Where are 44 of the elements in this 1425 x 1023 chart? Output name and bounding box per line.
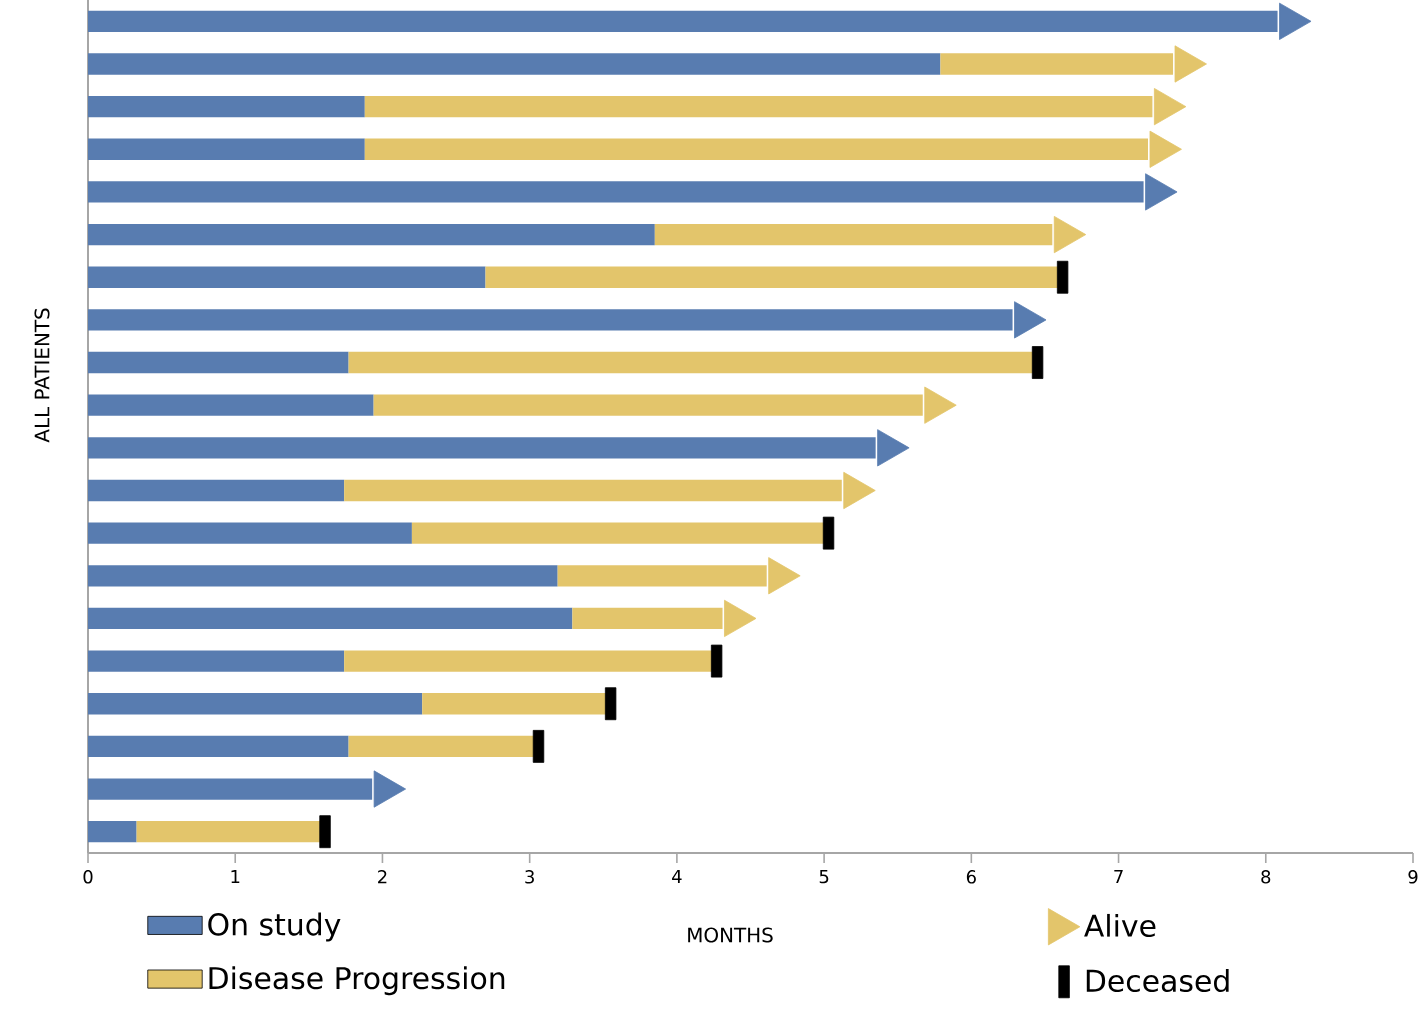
y-axis-title: ALL PATIENTS (34, 308, 50, 443)
bar (88, 138, 365, 160)
point (1053, 215, 1087, 254)
legend-label: Deceased (1086, 968, 1229, 993)
bar (88, 266, 486, 288)
bar (88, 735, 349, 758)
bar (88, 522, 412, 544)
x-tick-label: 4 (672, 870, 682, 884)
legend-label: On study (208, 912, 341, 942)
point (1149, 130, 1182, 168)
x-tick-label: 9 (1408, 870, 1418, 884)
point (724, 599, 757, 638)
point (877, 429, 910, 467)
bar (88, 693, 423, 715)
bar (88, 607, 573, 630)
bar (88, 394, 374, 416)
x-tick-label: 3 (525, 870, 534, 884)
bar (88, 351, 349, 374)
bar (88, 53, 941, 75)
point (768, 557, 801, 595)
bar (88, 95, 365, 118)
bar (88, 565, 558, 587)
bar (88, 821, 137, 843)
x-axis-title: MONTHS (688, 927, 773, 943)
point (1145, 173, 1178, 211)
bar (88, 479, 345, 502)
x-tick-label: 2 (378, 870, 387, 884)
point (924, 386, 957, 424)
x-tick-label: 8 (1261, 870, 1271, 884)
x-tick-label: 1 (231, 870, 240, 884)
point (843, 471, 876, 510)
x-tick-label: 7 (1114, 870, 1123, 884)
legend-label: Alive (1084, 913, 1156, 938)
point (1014, 301, 1047, 339)
bar (88, 223, 655, 246)
point (373, 770, 407, 808)
point (1174, 45, 1207, 83)
x-tick-label: 5 (819, 870, 829, 884)
x-tick-label: 0 (83, 870, 93, 884)
point (1279, 2, 1312, 40)
bar (88, 650, 345, 672)
point (1153, 88, 1187, 126)
x-tick-label: 6 (966, 870, 976, 884)
legend-label: Disease Progression (209, 966, 505, 996)
